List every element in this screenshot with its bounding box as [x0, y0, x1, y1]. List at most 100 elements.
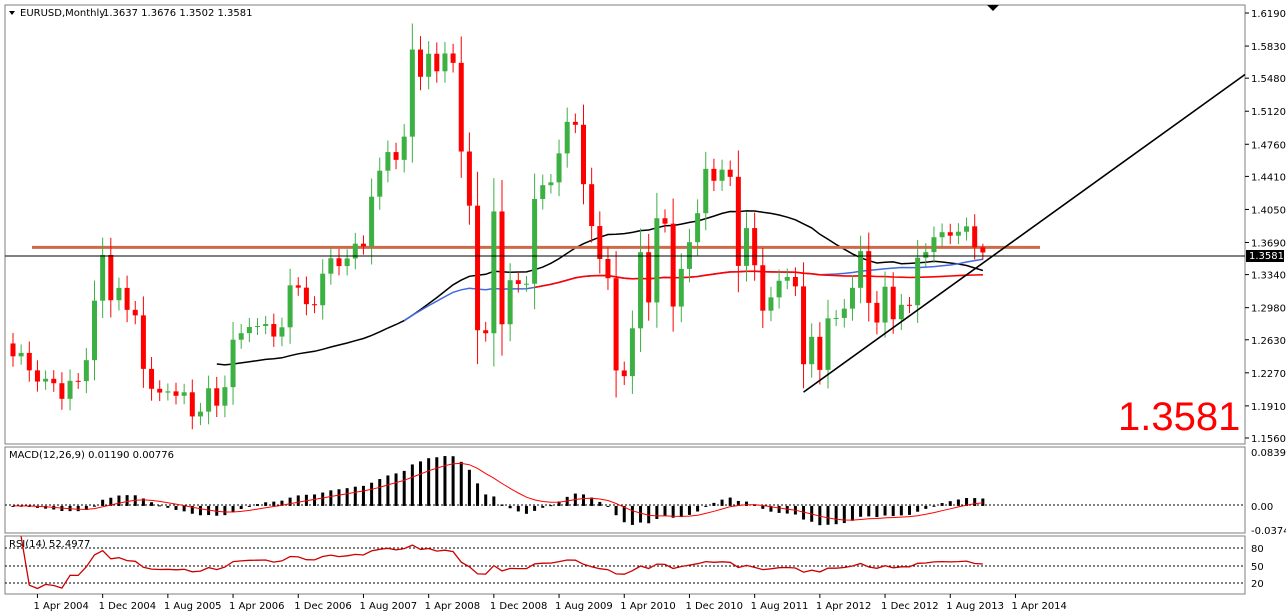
trend-lines[interactable] — [803, 73, 1246, 393]
candle-body[interactable] — [132, 309, 138, 316]
candle-body[interactable] — [124, 287, 130, 310]
candle-body[interactable] — [719, 169, 725, 181]
candle-body[interactable] — [83, 360, 89, 382]
candle-body[interactable] — [866, 251, 872, 303]
candle-body[interactable] — [26, 352, 32, 371]
candle-body[interactable] — [442, 53, 448, 72]
candle-body[interactable] — [735, 176, 741, 266]
candle-body[interactable] — [246, 327, 252, 334]
candle-body[interactable] — [792, 276, 798, 287]
candle-body[interactable] — [181, 392, 187, 396]
candle-body[interactable] — [271, 323, 277, 337]
candle-body[interactable] — [149, 368, 155, 389]
candle-body[interactable] — [206, 388, 212, 412]
candle-body[interactable] — [418, 49, 423, 77]
candle-body[interactable] — [352, 243, 358, 259]
candle-body[interactable] — [230, 339, 236, 388]
candle-body[interactable] — [841, 308, 847, 318]
candle-body[interactable] — [646, 252, 652, 303]
candlestick-series[interactable] — [10, 23, 986, 430]
candle-body[interactable] — [955, 231, 961, 236]
candle-body[interactable] — [695, 213, 701, 243]
candle-body[interactable] — [556, 153, 562, 183]
candle-body[interactable] — [43, 378, 49, 382]
candle-body[interactable] — [377, 170, 383, 197]
candle-body[interactable] — [744, 228, 749, 266]
candle-body[interactable] — [882, 286, 888, 323]
candle-body[interactable] — [197, 411, 203, 417]
candle-body[interactable] — [385, 152, 391, 171]
candle-body[interactable] — [393, 152, 399, 160]
candle-body[interactable] — [581, 124, 586, 185]
candle-body[interactable] — [360, 243, 366, 247]
candle-body[interactable] — [483, 330, 489, 334]
candle-body[interactable] — [59, 383, 65, 399]
candle-body[interactable] — [613, 278, 619, 371]
candle-body[interactable] — [450, 53, 456, 63]
candle-body[interactable] — [92, 300, 97, 361]
candle-body[interactable] — [263, 323, 269, 327]
candle-body[interactable] — [980, 247, 986, 253]
candle-body[interactable] — [621, 370, 627, 377]
candle-body[interactable] — [34, 370, 40, 382]
candle-body[interactable] — [768, 297, 774, 311]
candle-body[interactable] — [890, 286, 896, 320]
candle-body[interactable] — [915, 257, 921, 306]
candle-body[interactable] — [849, 287, 855, 309]
candle-body[interactable] — [784, 276, 790, 281]
candle-body[interactable] — [662, 218, 668, 224]
candle-body[interactable] — [515, 280, 521, 284]
candle-body[interactable] — [75, 380, 81, 382]
candle-body[interactable] — [279, 327, 285, 337]
candle-body[interactable] — [898, 304, 904, 320]
candle-body[interactable] — [523, 283, 529, 285]
candle-body[interactable] — [589, 184, 595, 227]
candle-body[interactable] — [923, 252, 929, 258]
candle-body[interactable] — [165, 391, 171, 393]
candle-body[interactable] — [654, 218, 660, 303]
candle-body[interactable] — [116, 287, 122, 301]
candle-body[interactable] — [907, 304, 912, 306]
candle-body[interactable] — [931, 237, 937, 253]
candle-body[interactable] — [303, 287, 309, 305]
candle-body[interactable] — [426, 53, 432, 77]
candle-body[interactable] — [532, 198, 538, 284]
candle-body[interactable] — [564, 121, 570, 154]
symbol-dropdown-icon[interactable] — [9, 11, 15, 15]
candle-body[interactable] — [18, 352, 24, 357]
candle-body[interactable] — [817, 336, 823, 370]
candle-body[interactable] — [238, 333, 244, 340]
candle-body[interactable] — [703, 168, 709, 214]
candle-body[interactable] — [752, 228, 758, 266]
candle-body[interactable] — [964, 226, 970, 232]
candle-body[interactable] — [548, 182, 554, 186]
candle-body[interactable] — [434, 53, 440, 72]
uptrend-line[interactable] — [803, 73, 1246, 393]
candle-body[interactable] — [874, 302, 880, 323]
candle-body[interactable] — [499, 211, 505, 325]
candle-body[interactable] — [572, 121, 578, 125]
candle-body[interactable] — [287, 285, 293, 328]
candle-body[interactable] — [140, 315, 146, 369]
candle-body[interactable] — [670, 223, 676, 307]
candle-body[interactable] — [173, 391, 179, 396]
candle-body[interactable] — [475, 205, 481, 331]
candle-body[interactable] — [939, 232, 945, 238]
candle-body[interactable] — [100, 254, 106, 301]
candle-body[interactable] — [344, 258, 350, 267]
candle-body[interactable] — [809, 336, 815, 365]
candle-body[interactable] — [312, 304, 318, 306]
candle-body[interactable] — [776, 280, 782, 298]
candle-body[interactable] — [401, 136, 407, 160]
candle-body[interactable] — [597, 226, 603, 260]
candle-body[interactable] — [678, 268, 684, 307]
candle-body[interactable] — [760, 265, 766, 311]
candle-body[interactable] — [10, 343, 16, 357]
candle-body[interactable] — [67, 380, 73, 399]
candle-body[interactable] — [295, 285, 301, 288]
candle-body[interactable] — [157, 388, 163, 393]
chart-shift-marker-icon[interactable] — [987, 5, 999, 11]
candle-body[interactable] — [214, 388, 220, 406]
candle-body[interactable] — [320, 273, 326, 306]
